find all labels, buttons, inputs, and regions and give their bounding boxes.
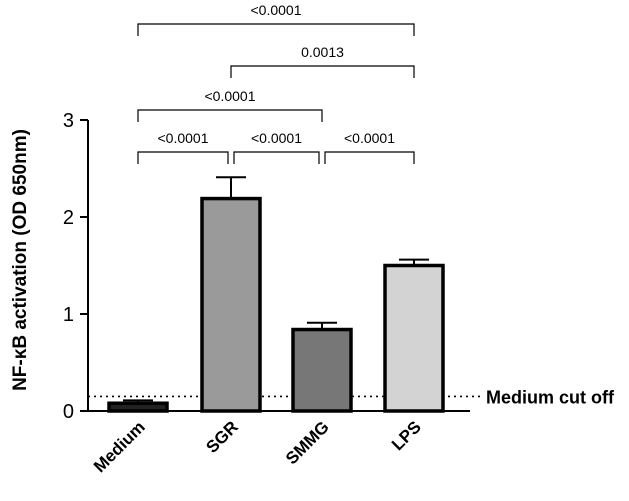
p-value-label: <0.0001 bbox=[205, 88, 256, 104]
x-tick-labels: Medium SGR SMMG LPS bbox=[90, 417, 425, 476]
p-value-label: <0.0001 bbox=[344, 130, 395, 146]
x-tick-label: SGR bbox=[202, 417, 241, 456]
y-axis-label-group: NF-κB activation (OD 650nm) bbox=[10, 129, 31, 391]
y-tick-label: 0 bbox=[63, 401, 74, 423]
x-tick-label: SMMG bbox=[282, 417, 333, 468]
y-axis-label: NF-κB activation (OD 650nm) bbox=[10, 129, 31, 391]
p-value-label: <0.0001 bbox=[251, 130, 302, 146]
cutoff-label: Medium cut off bbox=[486, 387, 615, 407]
significance-bracket bbox=[230, 65, 415, 78]
bar bbox=[200, 196, 262, 413]
y-tick-label: 3 bbox=[63, 110, 74, 132]
significance-brackets: <0.0001 <0.0001 <0.0001 <0.0001 0.0013 <0.000… bbox=[137, 2, 415, 164]
significance-bracket bbox=[137, 109, 323, 122]
significance-bracket bbox=[137, 23, 415, 36]
x-tick-label: LPS bbox=[388, 417, 425, 454]
bar bbox=[291, 327, 353, 413]
significance-bracket bbox=[324, 151, 415, 164]
x-tick-label: Medium bbox=[90, 417, 149, 476]
p-value-label: 0.0013 bbox=[301, 44, 344, 60]
y-tick-label: 1 bbox=[63, 304, 74, 326]
bars-group bbox=[107, 176, 445, 413]
y-tick-label: 2 bbox=[63, 207, 74, 229]
p-value-label: <0.0001 bbox=[251, 2, 302, 18]
p-value-label: <0.0001 bbox=[158, 130, 209, 146]
significance-bracket bbox=[233, 151, 320, 164]
bar bbox=[383, 263, 445, 413]
significance-bracket bbox=[137, 151, 229, 164]
bar bbox=[107, 401, 169, 413]
